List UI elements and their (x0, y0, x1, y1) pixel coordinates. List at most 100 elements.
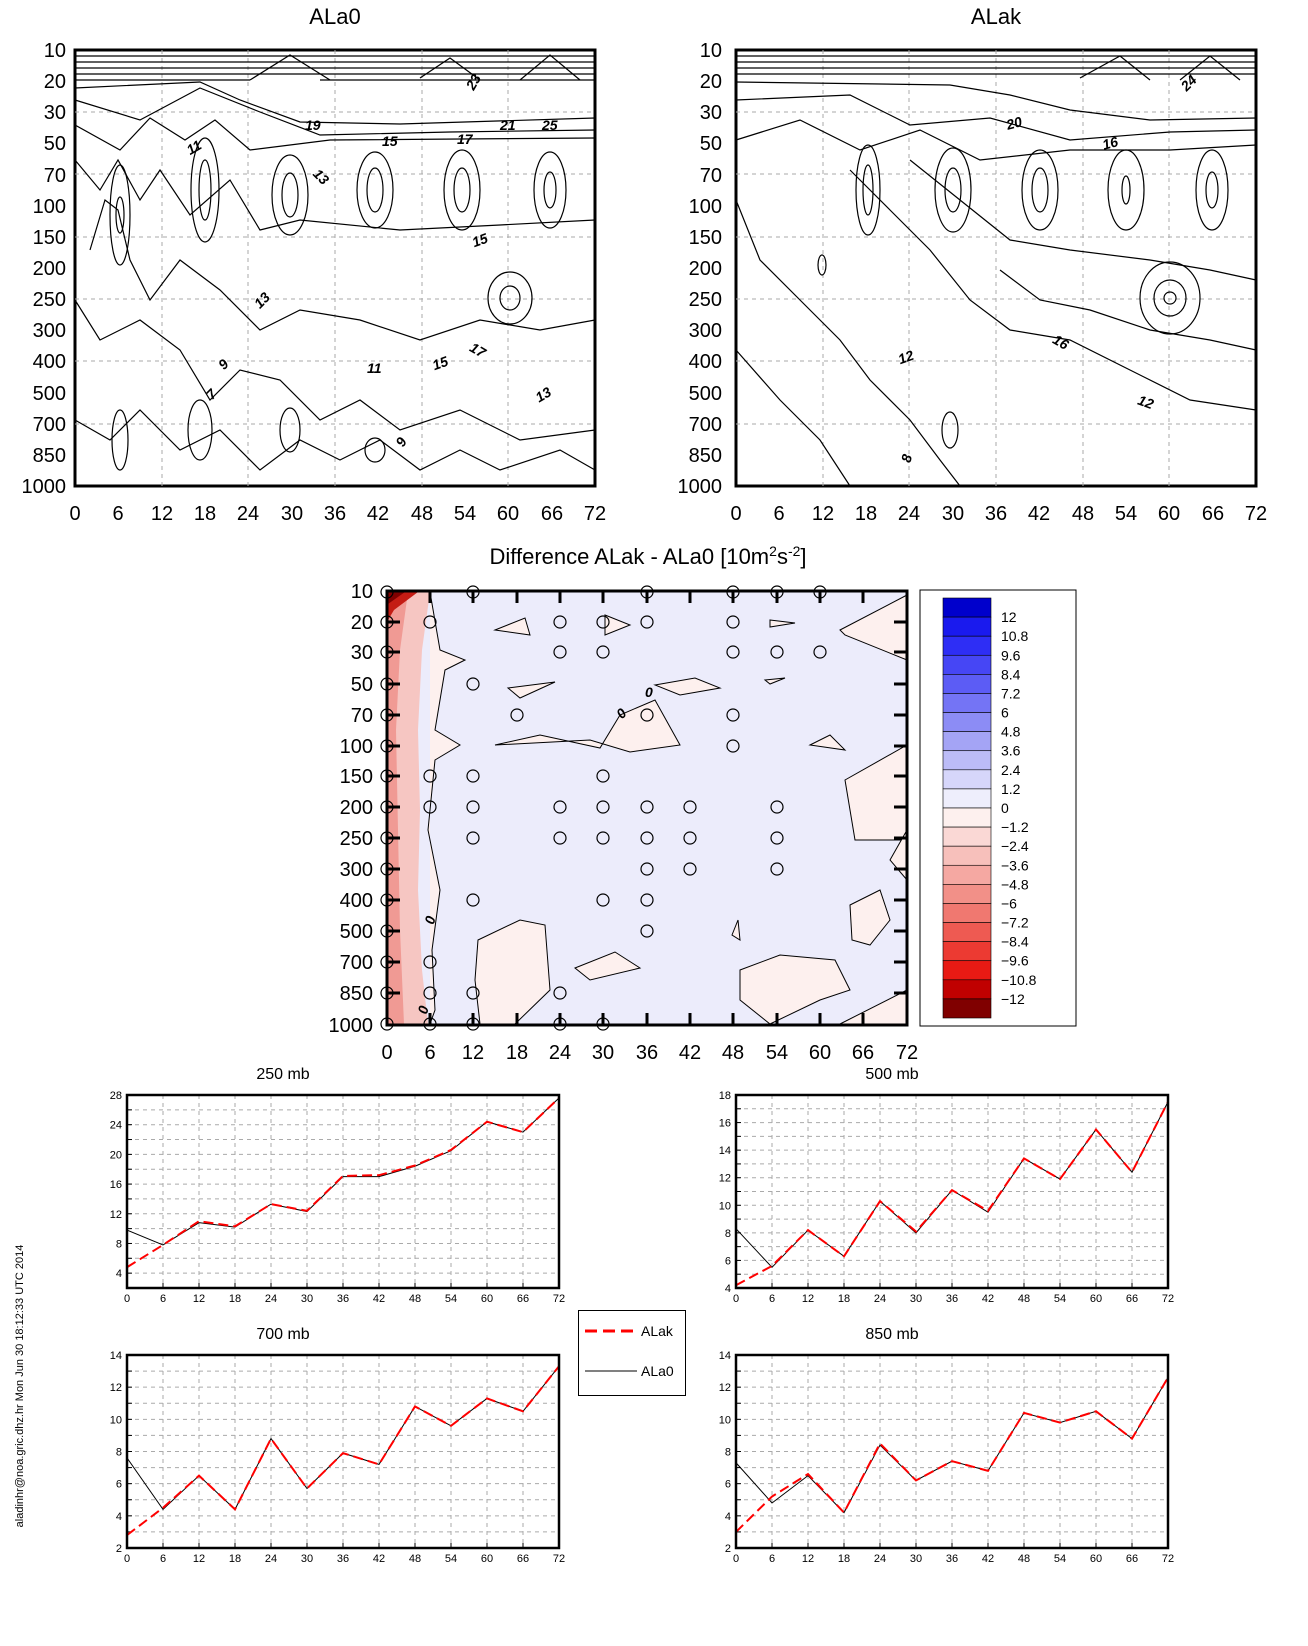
svg-text:150: 150 (33, 227, 66, 249)
x-tick-label: 18 (229, 1293, 241, 1305)
colorbar-swatch (942, 654, 992, 675)
colorbar-label: 1.2 (1001, 781, 1021, 797)
colorbar-swatch (942, 769, 992, 790)
x-tick-label: 54 (1054, 1293, 1066, 1305)
x-tick-label: 0 (124, 1553, 130, 1565)
svg-text:0: 0 (381, 1042, 392, 1064)
svg-text:500: 500 (689, 383, 722, 405)
colorbar-label: −12 (1001, 991, 1025, 1007)
colorbar-labels: 12 10.8 9.6 8.4 7.2 6 4.8 3.6 2.4 1.2 0 −1.2 −2.4 −3.… (1001, 609, 1037, 1007)
colorbar-swatch (942, 750, 992, 771)
svg-text:72: 72 (584, 503, 606, 525)
y-tick-label: 10 (719, 1414, 731, 1426)
difference-title: Difference ALak - ALa0 [10m2s-2] (489, 543, 806, 569)
x-tick-label: 24 (265, 1553, 277, 1565)
svg-text:6: 6 (112, 503, 123, 525)
diff-contours (427, 591, 908, 1025)
x-tick-labels: 0 6 12 18 24 30 36 42 48 54 60 66 72 (381, 1042, 918, 1064)
svg-text:0: 0 (421, 914, 439, 926)
y-tick-label: 2 (116, 1543, 122, 1555)
x-tick-labels: 0 6 12 18 24 30 36 42 48 54 60 66 72 (69, 503, 606, 525)
series-line-alak (126, 1097, 560, 1269)
colorbar-label: −4.8 (1001, 876, 1029, 892)
legend-label-ala0: ALa0 (641, 1363, 674, 1379)
colorbar-swatch (942, 845, 992, 866)
svg-text:66: 66 (541, 503, 563, 525)
svg-text:700: 700 (689, 414, 722, 436)
svg-text:12: 12 (1136, 392, 1156, 412)
x-tick-label: 72 (1162, 1553, 1174, 1565)
colorbar-label: 9.6 (1001, 647, 1021, 663)
x-tick-label: 60 (481, 1293, 493, 1305)
x-tick-label: 0 (124, 1293, 130, 1305)
y-tick-label: 28 (110, 1090, 122, 1102)
svg-text:16: 16 (1100, 133, 1119, 153)
colorbar-swatch (942, 864, 992, 885)
x-tick-label: 48 (1018, 1553, 1030, 1565)
x-tick-label: 54 (1054, 1553, 1066, 1565)
colorbar-label: −2.4 (1001, 838, 1029, 854)
colorbar-swatch (942, 807, 992, 828)
ticks (387, 591, 907, 1025)
x-tick-label: 12 (193, 1293, 205, 1305)
svg-text:100: 100 (33, 196, 66, 218)
svg-text:11: 11 (367, 360, 382, 376)
colorbar-label: −7.2 (1001, 915, 1029, 931)
svg-text:18: 18 (855, 503, 877, 525)
svg-text:700: 700 (340, 952, 373, 974)
y-tick-label: 8 (116, 1447, 122, 1459)
svg-text:15: 15 (430, 353, 450, 373)
svg-text:13: 13 (532, 384, 554, 406)
y-tick-label: 6 (725, 1479, 731, 1491)
colorbar-swatch (942, 597, 992, 618)
y-tick-label: 14 (719, 1145, 731, 1157)
x-tick-label: 54 (445, 1553, 457, 1565)
svg-text:10: 10 (44, 40, 66, 62)
svg-text:23: 23 (462, 71, 484, 94)
svg-text:15: 15 (382, 133, 398, 149)
colorbar-label: −8.4 (1001, 934, 1029, 950)
svg-text:50: 50 (44, 133, 66, 155)
x-tick-label: 0 (733, 1553, 739, 1565)
x-tick-label: 18 (838, 1553, 850, 1565)
chart-frame (734, 1353, 1170, 1550)
colorbar-swatch (942, 616, 992, 637)
svg-text:72: 72 (1245, 503, 1267, 525)
svg-text:42: 42 (1028, 503, 1050, 525)
chart-title: 500 mb (865, 1066, 918, 1083)
svg-text:300: 300 (689, 320, 722, 342)
colorbar-label: −10.8 (1001, 972, 1037, 988)
colorbar-label: 6 (1001, 705, 1009, 721)
colorbar-swatch (942, 903, 992, 923)
x-tick-label: 12 (802, 1293, 814, 1305)
colorbar-swatch (942, 674, 992, 694)
panel-title: ALak (971, 4, 1022, 29)
svg-text:20: 20 (351, 612, 373, 634)
svg-text:36: 36 (985, 503, 1007, 525)
svg-text:300: 300 (33, 320, 66, 342)
chart-title: 250 mb (256, 1066, 309, 1083)
grid (75, 50, 595, 486)
contour-lines (735, 55, 1257, 487)
svg-text:250: 250 (340, 828, 373, 850)
svg-text:60: 60 (1158, 503, 1180, 525)
x-tick-label: 66 (517, 1553, 529, 1565)
svg-text:42: 42 (367, 503, 389, 525)
y-tick-label: 4 (725, 1511, 731, 1523)
x-tick-label: 42 (982, 1293, 994, 1305)
x-tick-label: 0 (733, 1293, 739, 1305)
svg-text:400: 400 (340, 890, 373, 912)
svg-text:850: 850 (340, 983, 373, 1005)
svg-text:1000: 1000 (329, 1015, 374, 1037)
y-tick-label: 6 (116, 1479, 122, 1491)
svg-text:200: 200 (689, 258, 722, 280)
colorbar-label: 2.4 (1001, 762, 1021, 778)
svg-text:12: 12 (462, 1042, 484, 1064)
x-tick-label: 72 (553, 1553, 565, 1565)
colorbar-swatch (942, 960, 992, 981)
svg-text:54: 54 (1115, 503, 1137, 525)
y-tick-label: 16 (719, 1118, 731, 1130)
colorbar-label: 3.6 (1001, 743, 1021, 759)
x-tick-label: 24 (874, 1553, 886, 1565)
